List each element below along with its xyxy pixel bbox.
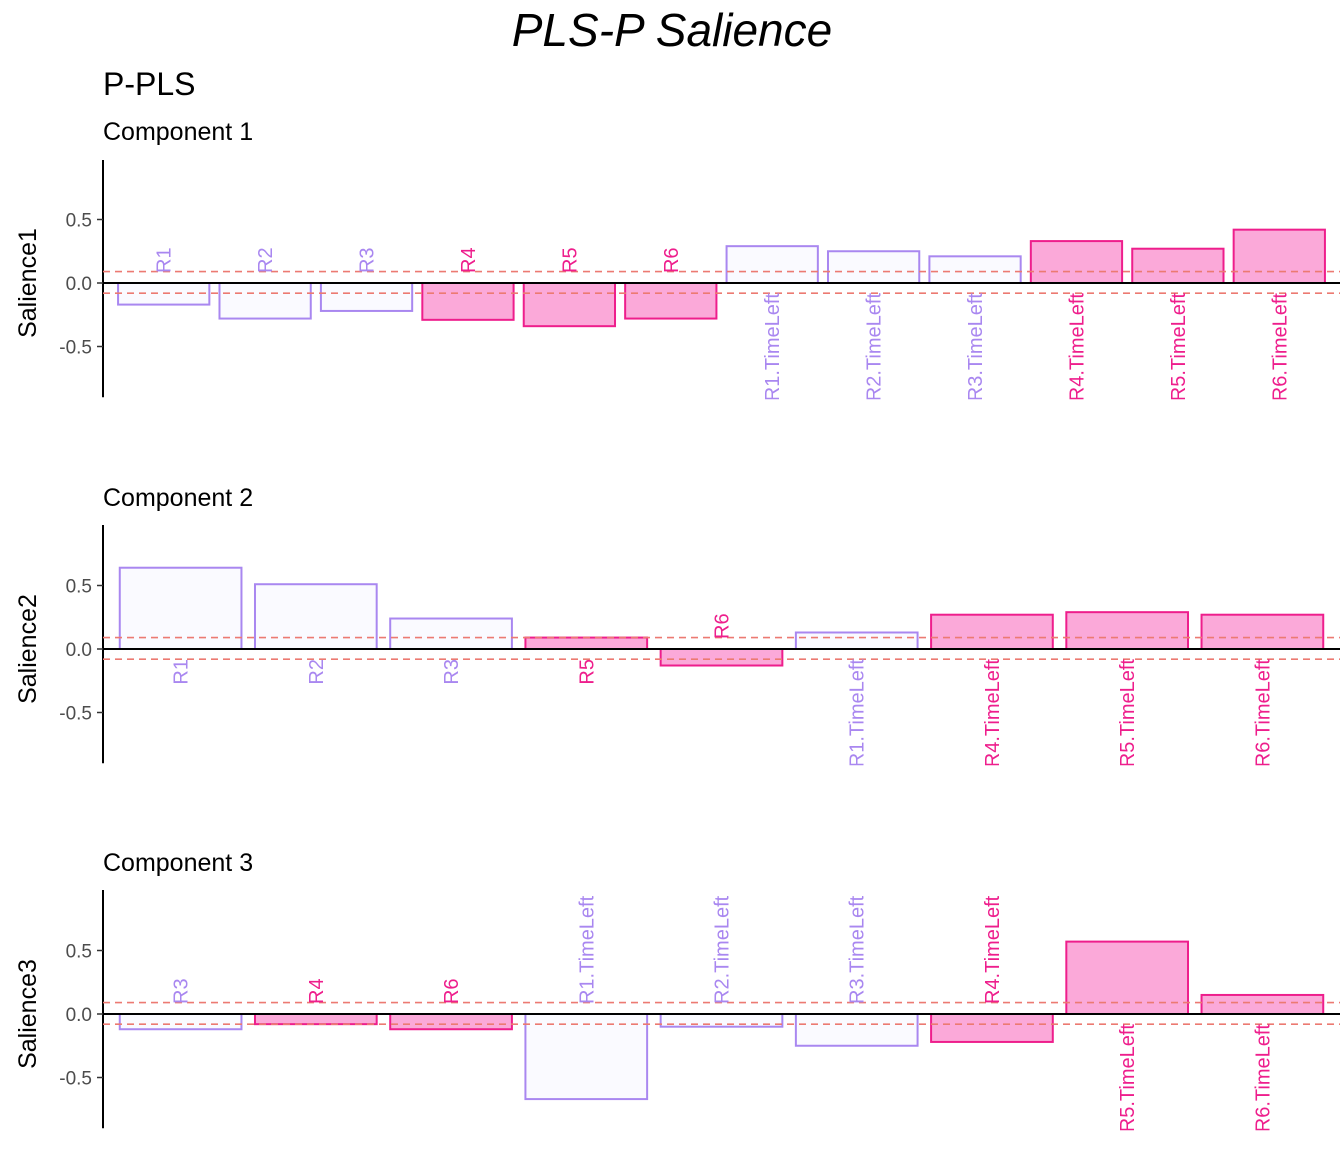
category-label: R1.TimeLeft: [847, 659, 869, 768]
bar: [389, 1013, 513, 1031]
y-tick-label: -0.5: [59, 1069, 92, 1090]
bar: [1029, 240, 1124, 284]
category-label: R3.TimeLeft: [965, 293, 987, 402]
y-tick-label: 0.5: [66, 211, 92, 232]
bar: [389, 617, 513, 651]
bar: [421, 282, 515, 321]
y-tick-label: 0.5: [66, 577, 92, 598]
bar: [522, 282, 617, 328]
category-label: R3: [441, 659, 463, 685]
bar: [524, 636, 649, 651]
bar: [1065, 611, 1190, 650]
y-tick-label: 0.0: [66, 640, 92, 661]
category-label: R5.TimeLeft: [1117, 659, 1139, 768]
bar: [928, 255, 1022, 284]
y-axis-label: Salience2: [14, 594, 42, 704]
category-label: R2: [255, 247, 277, 273]
category-labels: R1 R2 R3 R4 R5 R6 R1.TimeLeft R2.TimeLeft R3.Tim…: [154, 247, 1292, 402]
bar: [1200, 993, 1325, 1016]
category-label: R5.TimeLeft: [1168, 293, 1190, 402]
panel-title: Component 3: [103, 849, 253, 877]
bar: [253, 583, 378, 650]
bar: [1200, 613, 1325, 651]
category-label: R3: [357, 247, 379, 273]
bar: [826, 250, 921, 284]
bar: [624, 282, 718, 320]
bar: [253, 1013, 378, 1026]
figure-subtitle: P-PLS: [103, 66, 195, 102]
category-label: R4.TimeLeft: [1066, 293, 1088, 402]
category-label: R2.TimeLeft: [712, 895, 734, 1004]
category-label: R4.TimeLeft: [982, 659, 1004, 768]
y-axis-label: Salience1: [14, 228, 42, 338]
bar: [218, 282, 312, 320]
category-label: R2.TimeLeft: [864, 293, 886, 402]
bar: [524, 1013, 649, 1101]
category-label: R1: [171, 659, 193, 685]
category-label: R4.TimeLeft: [982, 895, 1004, 1004]
component-panel-1: Component 1 Salience1 0.5 0.0 -0.5 R1 R2 R3 R4 R5…: [14, 118, 1340, 402]
category-label: R3.TimeLeft: [847, 895, 869, 1004]
category-label: R1.TimeLeft: [762, 293, 784, 402]
category-label: R6.TimeLeft: [1269, 293, 1291, 402]
bar: [794, 631, 919, 650]
figure-title: PLS-P Salience: [512, 4, 832, 56]
category-label: R5: [559, 247, 581, 273]
category-label: R5: [576, 659, 598, 685]
category-label: R2: [306, 659, 328, 685]
category-label: R4: [458, 247, 480, 273]
category-label: R3: [171, 978, 193, 1004]
category-label: R6: [661, 247, 683, 273]
category-label: R6.TimeLeft: [1252, 659, 1274, 768]
bar: [659, 648, 784, 667]
y-tick-label: -0.5: [59, 338, 92, 359]
category-label: R4: [306, 978, 328, 1004]
component-panel-2: Component 2 Salience2 0.5 0.0 -0.5 R1 R2 R3 R5 R6…: [14, 484, 1340, 768]
bar: [319, 282, 414, 312]
category-label: R6: [712, 613, 734, 639]
panel-title: Component 2: [103, 484, 253, 512]
bar: [118, 1013, 243, 1031]
category-label: R6.TimeLeft: [1252, 1024, 1274, 1133]
y-tick-label: 0.0: [66, 1005, 92, 1026]
bar: [1232, 228, 1326, 285]
category-label: R6: [441, 978, 463, 1004]
y-tick-label: -0.5: [59, 704, 92, 725]
category-labels: R1 R2 R3 R5 R6 R1.TimeLeft R4.TimeLeft R5.TimeL…: [171, 613, 1275, 768]
category-label: R5.TimeLeft: [1117, 1024, 1139, 1133]
y-tick-label: 0.5: [66, 942, 92, 963]
component-panel-3: Component 3 Salience3 0.5 0.0 -0.5 R3 R4 R6 R1.T…: [14, 849, 1340, 1133]
category-labels: R3 R4 R6 R1.TimeLeft R2.TimeLeft R3.TimeLeft R…: [171, 895, 1275, 1133]
bar: [1131, 247, 1225, 285]
bar: [725, 245, 819, 284]
category-label: R1.TimeLeft: [576, 895, 598, 1004]
category-label: R1: [154, 247, 176, 273]
bar: [930, 1013, 1054, 1043]
bar: [930, 613, 1054, 651]
y-tick-label: 0.0: [66, 274, 92, 295]
bar: [118, 566, 243, 650]
y-axis-label: Salience3: [14, 959, 42, 1069]
panel-title: Component 1: [103, 118, 253, 146]
bar: [794, 1013, 919, 1047]
component-panels: Component 1 Salience1 0.5 0.0 -0.5 R1 R2 R3 R4 R5…: [14, 118, 1340, 1133]
